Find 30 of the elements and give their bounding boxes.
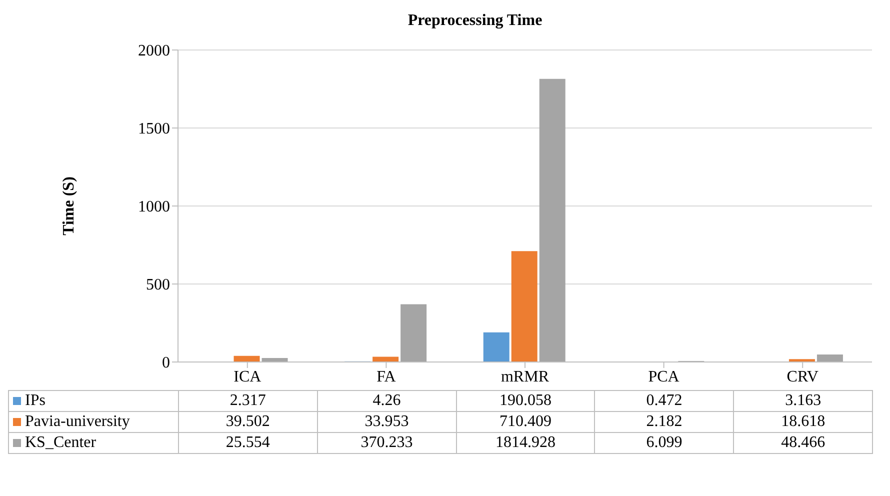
legend-label: KS_Center xyxy=(8,432,178,454)
y-axis-title: Time (S) xyxy=(60,176,78,236)
data-label: 18.618 xyxy=(734,412,872,432)
y-tick-label: 1500 xyxy=(138,120,170,138)
y-tick-label: 500 xyxy=(146,276,170,294)
legend-label: Pavia-university xyxy=(8,412,178,432)
data-label: 48.466 xyxy=(734,432,872,454)
data-label: 33.953 xyxy=(317,412,456,432)
chart-title: Preprocessing Time xyxy=(406,11,544,30)
x-tick-label: CRV xyxy=(786,368,819,386)
y-tick-label: 0 xyxy=(162,354,170,372)
data-label: 1814.928 xyxy=(456,432,595,454)
x-tick-label: mRMR xyxy=(500,368,550,386)
data-label: 710.409 xyxy=(456,412,595,432)
data-label: 39.502 xyxy=(178,412,318,432)
x-tick-label: ICA xyxy=(234,368,262,386)
data-label: 3.163 xyxy=(734,390,872,412)
data-label: 4.26 xyxy=(317,390,456,412)
y-tick-label: 1000 xyxy=(138,198,170,216)
data-label: 2.182 xyxy=(594,412,734,432)
x-tick-label: PCA xyxy=(648,368,680,386)
data-label: 190.058 xyxy=(456,390,595,412)
data-label: 2.317 xyxy=(178,390,318,412)
data-label: 6.099 xyxy=(594,432,734,454)
data-label: 25.554 xyxy=(178,432,318,454)
legend-label: IPs xyxy=(8,390,178,412)
data-label: 0.472 xyxy=(594,390,734,412)
data-label: 370.233 xyxy=(317,432,456,454)
x-tick-label: FA xyxy=(376,368,396,386)
y-tick-label: 2000 xyxy=(138,42,170,60)
